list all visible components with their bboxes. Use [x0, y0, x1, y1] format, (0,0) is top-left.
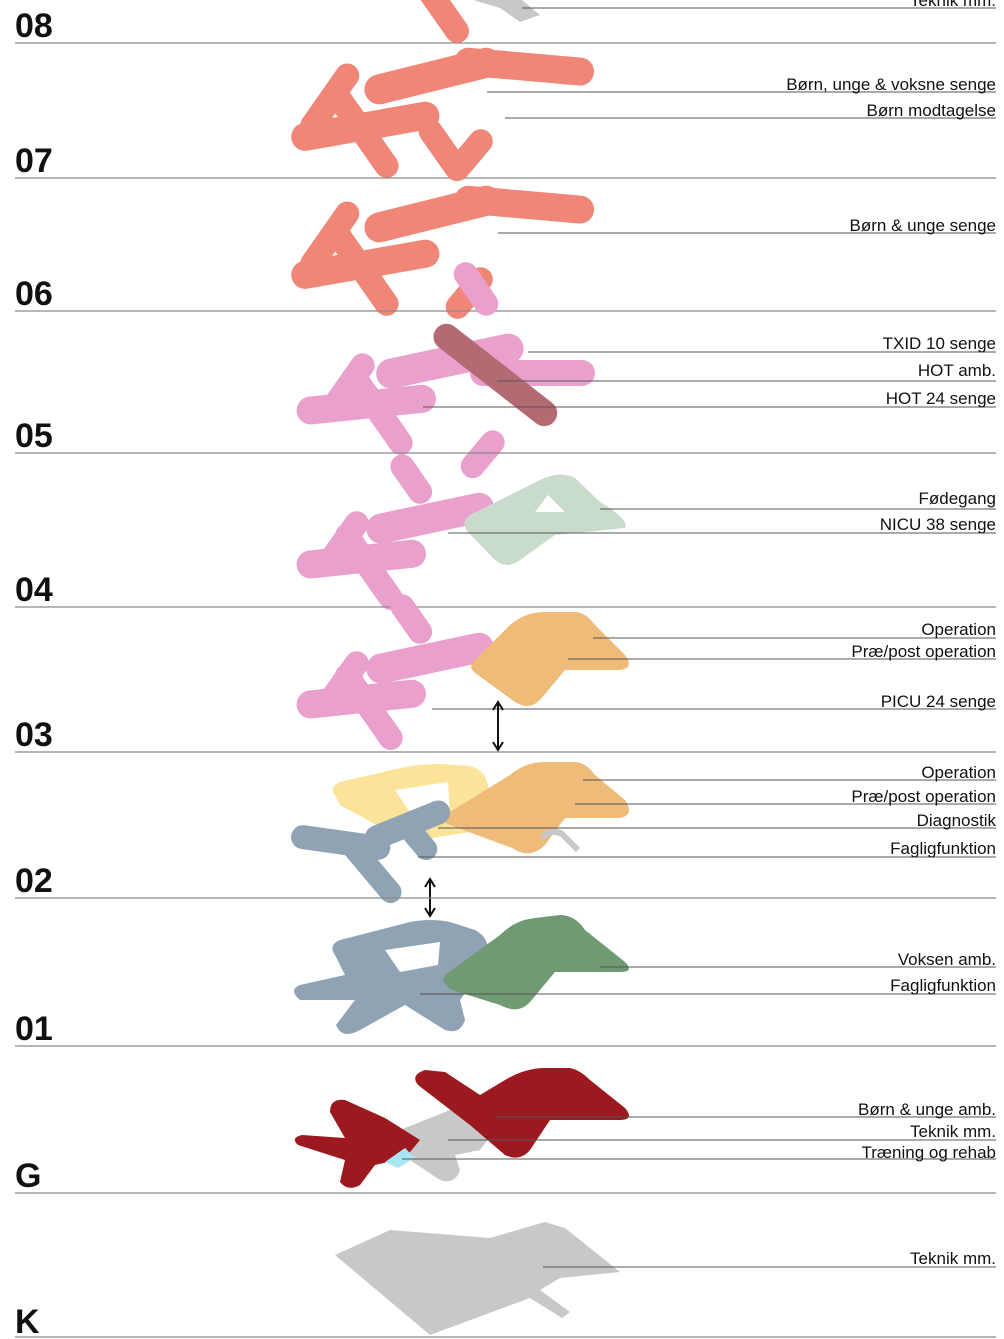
floor-03-pink-mass — [296, 594, 494, 750]
floor-06-mass — [291, 119, 595, 319]
floor-label: 08 — [15, 7, 53, 45]
floor-01-green-mass — [443, 915, 629, 1010]
floor-02-blue-mass — [291, 800, 451, 904]
floor-g-dark-red-mass — [294, 1068, 629, 1188]
callout-label: Operation — [921, 620, 996, 639]
floor-g-grey-mass — [400, 1107, 495, 1182]
floor-02-orange-mass — [442, 762, 629, 854]
callout-label: Børn & unge senge — [850, 216, 996, 235]
callout-label: Diagnostik — [917, 811, 997, 830]
floor-04-pink-mass — [296, 454, 494, 610]
callout-label: Præ/post operation — [851, 787, 996, 806]
callout-label: PICU 24 senge — [881, 692, 996, 711]
callout-label: TXID 10 senge — [883, 334, 996, 353]
callout-label: Teknik mm. — [910, 0, 996, 10]
callout-label: HOT amb. — [918, 361, 996, 380]
floor-01-blue-mass — [294, 920, 489, 1034]
floor-05: TXID 10 senge HOT amb. HOT 24 senge 05 — [15, 262, 996, 479]
callout-label: Voksen amb. — [898, 950, 996, 969]
floor-label: 02 — [15, 862, 53, 900]
callout-label: Fødegang — [919, 489, 997, 508]
callout-label: NICU 38 senge — [880, 515, 996, 534]
callout-label: Børn & unge amb. — [858, 1100, 996, 1119]
floor-g-cyan-patch — [385, 1148, 415, 1168]
floor-k-grey-mass — [335, 1222, 620, 1335]
floor-label: 01 — [15, 1010, 53, 1048]
floor-label: 06 — [15, 275, 53, 313]
callout-label: Børn, unge & voksne senge — [786, 75, 996, 94]
floor-label: 03 — [15, 716, 53, 754]
callout-label: Børn modtagelse — [867, 101, 996, 120]
floor-g: Børn & unge amb. Teknik mm. Træning og r… — [15, 1068, 996, 1195]
vertical-connection-arrow — [492, 700, 504, 752]
callout-label: HOT 24 senge — [886, 389, 996, 408]
floor-02-grey-stub — [539, 828, 581, 853]
floor-label: 04 — [15, 571, 53, 609]
floor-05-mass — [296, 262, 595, 479]
floor-label: 05 — [15, 417, 53, 455]
callout-label: Operation — [921, 763, 996, 782]
floor-01: Voksen amb. Fagligfunktion 01 — [15, 915, 996, 1048]
callout-label: Præ/post operation — [851, 642, 996, 661]
floor-08: Teknik mm. 08 — [15, 0, 996, 45]
floor-06: Børn & unge senge 06 — [15, 119, 996, 319]
floor-label: 07 — [15, 142, 53, 180]
floor-02: Operation Præ/post operation Diagnostik … — [15, 762, 997, 918]
callout-label: Teknik mm. — [910, 1249, 996, 1268]
floor-04-sage-mass — [464, 474, 626, 565]
callout-label: Teknik mm. — [910, 1122, 996, 1141]
floor-03: Operation Præ/post operation PICU 24 sen… — [15, 594, 996, 754]
floor-07: Børn, unge & voksne senge Børn modtagels… — [15, 0, 996, 181]
callout-label: Træning og rehab — [861, 1143, 996, 1162]
callout-label: Fagligfunktion — [890, 976, 996, 995]
floor-label: K — [15, 1303, 40, 1339]
callout-label: Fagligfunktion — [890, 839, 996, 858]
floor-08-mass — [473, 0, 540, 22]
txid-wing — [433, 323, 558, 427]
floor-04: Fødegang NICU 38 senge 04 — [15, 454, 997, 610]
floor-label: G — [15, 1157, 41, 1195]
floor-k: Teknik mm. K — [15, 1222, 996, 1339]
floor-03-orange-mass — [471, 612, 629, 706]
